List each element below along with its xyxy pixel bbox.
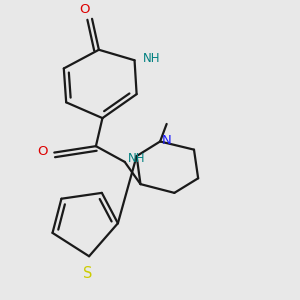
Text: S: S [83, 266, 92, 280]
Text: NH: NH [128, 152, 146, 166]
Text: NH: NH [143, 52, 160, 65]
Text: N: N [162, 134, 171, 147]
Text: O: O [80, 4, 90, 16]
Text: O: O [37, 146, 48, 158]
